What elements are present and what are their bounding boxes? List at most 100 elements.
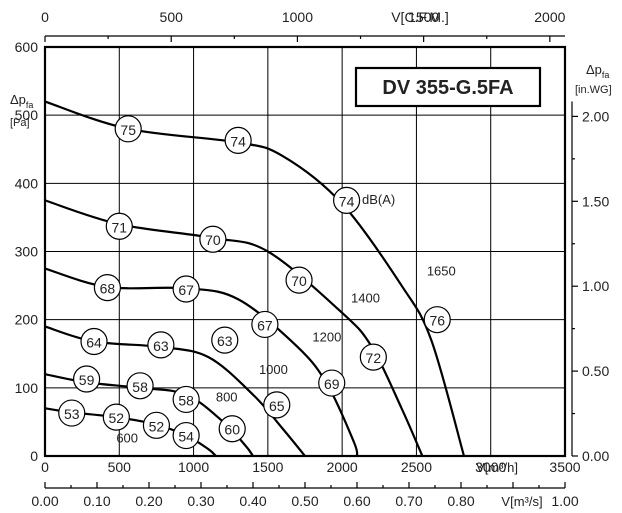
grid (45, 47, 565, 456)
x-bottom2-tick-label: 0.00 (31, 493, 58, 509)
marker-value: 70 (205, 232, 221, 248)
marker-value: 52 (109, 410, 125, 426)
x-bottom-tick-label: 2000 (327, 459, 358, 475)
sound-level-marker: 53 (58, 399, 86, 427)
series-labels: 1650 1400 1200 1000 800 600 (116, 263, 455, 445)
marker-circle (263, 391, 291, 419)
x-top-label: V[C.F.M.] (391, 9, 449, 25)
marker-value: 59 (79, 372, 95, 388)
marker-circle (126, 372, 154, 400)
series-label-1650: 1650 (427, 263, 456, 278)
sound-level-marker: 70 (285, 266, 313, 294)
marker-circle (72, 365, 101, 393)
y-right-label: Δpfa (586, 62, 609, 80)
marker-circle (285, 266, 313, 294)
marker-value: 63 (217, 333, 233, 349)
x-top-tick-label: 2000 (534, 9, 565, 25)
marker-value: 65 (269, 398, 285, 414)
series-label-1400: 1400 (351, 291, 380, 306)
sound-level-marker: 58 (172, 385, 200, 414)
x-bottom2-tick-label: 0.60 (343, 493, 370, 509)
y-left-label: Δpfa (10, 92, 33, 110)
y-left-tick-label: 100 (15, 380, 39, 396)
y-left-tick-label: 500 (15, 107, 39, 123)
y-right-label-sub: fa (602, 70, 610, 80)
marker-value: 76 (429, 313, 445, 329)
marker-value: 52 (149, 418, 165, 434)
marker-value: 69 (324, 376, 340, 392)
marker-circle (172, 421, 200, 450)
x-bottom-label: V[m³/h] (476, 460, 518, 475)
x-bottom-tick-label: 3000 (475, 459, 506, 475)
marker-value: 74 (230, 133, 246, 149)
y-right-tick-label: 0.50 (582, 363, 609, 379)
x-bottom2-tick-label: 0.70 (395, 493, 422, 509)
sound-level-marker: 58 (126, 372, 154, 400)
sound-level-marker: 60 (218, 415, 246, 443)
sound-level-marker: 72 (359, 343, 387, 371)
x-bottom2-tick-label: 0.50 (291, 493, 318, 509)
marker-circle (333, 186, 361, 214)
marker-value: 67 (257, 317, 273, 333)
unit-note: dB(A) (362, 192, 395, 207)
x-top-tick-label: 0 (41, 9, 49, 25)
y-left-tick-label: 200 (15, 312, 39, 328)
marker-value: 70 (291, 273, 307, 289)
sound-level-marker: 63 (211, 326, 239, 354)
x-bottom-tick-label: 3500 (549, 459, 580, 475)
sound-level-marker: 59 (72, 365, 101, 393)
marker-circle (105, 212, 133, 240)
marker-value: 54 (178, 429, 194, 445)
marker-value: 58 (132, 379, 148, 395)
y-left-label-main: Δp (10, 92, 26, 107)
series-label-1200: 1200 (312, 329, 341, 344)
marker-circle (142, 411, 171, 439)
sound-level-marker: 67 (251, 310, 279, 339)
marker-value: 67 (178, 282, 194, 298)
markers: 75 74 74 76 71 70 70 72 68 67 67 69 64 63 63 65 59 58 58 60… (58, 115, 451, 450)
marker-circle (318, 369, 346, 397)
marker-circle (423, 306, 451, 334)
marker-circle (172, 385, 200, 414)
sound-level-marker: 54 (172, 421, 200, 450)
x-bottom2-tick-label: 1.00 (551, 493, 578, 509)
marker-circle (359, 343, 387, 371)
y-right-tick-label: 2.00 (582, 108, 609, 124)
marker-value: 63 (153, 338, 169, 354)
x-bottom2-label: V[m³/s] (501, 494, 542, 509)
marker-value: 68 (100, 281, 116, 297)
title-box: DV 355-G.5FA (354, 66, 542, 108)
x-bottom-tick-label: 1500 (252, 459, 283, 475)
series-label-1000: 1000 (259, 362, 288, 377)
x-bottom2-tick-label: 0.80 (447, 493, 474, 509)
marker-circle (211, 326, 239, 354)
marker-circle (93, 274, 122, 302)
x-top-tick-label: 1000 (282, 9, 313, 25)
marker-circle (218, 415, 246, 443)
marker-value: 75 (120, 122, 136, 138)
sound-level-marker: 74 (224, 126, 252, 154)
y-left-tick-label: 600 (15, 39, 39, 55)
marker-circle (58, 399, 86, 427)
marker-value: 60 (224, 422, 240, 438)
sound-level-marker: 75 (114, 115, 142, 143)
x-top-tick-label: 500 (160, 9, 184, 25)
y-right-tick-label: 1.50 (582, 193, 609, 209)
marker-value: 64 (86, 334, 102, 350)
sound-level-marker: 69 (318, 369, 346, 397)
y-left-label-sub: fa (26, 100, 34, 110)
sound-level-marker: 74 (333, 186, 361, 214)
y-left-tick-label: 300 (15, 244, 39, 260)
sound-level-marker: 64 (80, 327, 108, 356)
sound-level-marker: 71 (105, 212, 133, 240)
series-label-600: 600 (116, 430, 138, 445)
x-bottom-tick-label: 0 (41, 459, 49, 475)
x-bottom-tick-label: 500 (108, 459, 132, 475)
sound-level-marker: 65 (263, 391, 291, 419)
y-right-tick-label: 1.00 (582, 278, 609, 294)
marker-circle (224, 126, 252, 154)
y-right-label-main: Δp (586, 62, 602, 77)
curve-1200 (44, 267, 359, 457)
sound-level-marker: 63 (147, 331, 175, 359)
